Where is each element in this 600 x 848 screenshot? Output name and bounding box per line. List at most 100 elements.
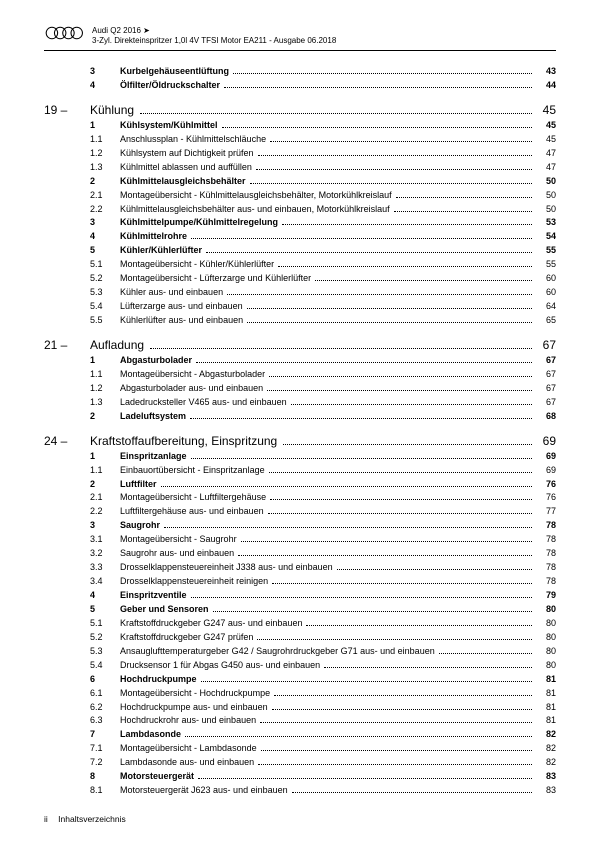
header-line2: 3-Zyl. Direkteinspritzer 1,0l 4V TFSI Mo… <box>92 36 556 46</box>
dot-leader <box>270 141 532 142</box>
toc-entry: 4Kühlmittelrohre54 <box>44 230 556 244</box>
entry-title: Einbauortübersicht - Einspritzanlage <box>120 464 265 478</box>
audi-rings-icon <box>44 26 84 40</box>
dot-leader <box>257 639 532 640</box>
dot-leader <box>247 308 532 309</box>
dot-leader <box>227 294 532 295</box>
dot-leader <box>250 183 532 184</box>
toc-entry: 1.1Einbauortübersicht - Einspritzanlage6… <box>44 464 556 478</box>
entry-title: Hochdruckpumpe <box>120 673 197 687</box>
entry-number: 1.2 <box>90 147 120 161</box>
section-title: Aufladung <box>90 338 144 352</box>
dot-leader <box>272 709 532 710</box>
entry-page: 81 <box>534 687 556 701</box>
toc-entry: 1.3Kühlmittel ablassen und auffüllen 47 <box>44 161 556 175</box>
toc-entry: 3Saugrohr78 <box>44 519 556 533</box>
entry-number: 1.3 <box>90 396 120 410</box>
entry-title: Kühlerlüfter aus- und einbauen <box>120 314 243 328</box>
entry-title: Saugrohr <box>120 519 160 533</box>
entry-number: 3 <box>90 216 120 230</box>
toc-entry: 3.2Saugrohr aus- und einbauen78 <box>44 547 556 561</box>
entry-number: 6 <box>90 673 120 687</box>
entry-title: Montageübersicht - Saugrohr <box>120 533 237 547</box>
toc-entry: 5.4Lüfterzarge aus- und einbauen64 <box>44 300 556 314</box>
entry-title: Ladedrucksteller V465 aus- und einbauen <box>120 396 287 410</box>
entry-title: Kühlmittelrohre <box>120 230 187 244</box>
entry-title: Ladeluftsystem <box>120 410 186 424</box>
dot-leader <box>213 611 532 612</box>
entry-number: 1.3 <box>90 161 120 175</box>
page-number: ii <box>44 814 48 824</box>
entry-title: Kühler/Kühlerlüfter <box>120 244 202 258</box>
entry-title: Lüfterzarge aus- und einbauen <box>120 300 243 314</box>
entry-number: 5 <box>90 603 120 617</box>
dot-leader <box>258 764 532 765</box>
entry-number: 6.2 <box>90 701 120 715</box>
dot-leader <box>292 792 532 793</box>
entry-page: 80 <box>534 617 556 631</box>
entry-page: 53 <box>534 216 556 230</box>
entry-page: 47 <box>534 161 556 175</box>
toc-entry: 2.1Montageübersicht - Kühlmittelausgleic… <box>44 189 556 203</box>
entry-number: 3.1 <box>90 533 120 547</box>
toc-entry: 7.2Lambdasonde aus- und einbauen82 <box>44 756 556 770</box>
entry-number: 5.2 <box>90 631 120 645</box>
entry-title: Einspritzventile <box>120 589 187 603</box>
entry-number: 6.3 <box>90 714 120 728</box>
dot-leader <box>140 113 532 114</box>
entry-title: Einspritzanlage <box>120 450 187 464</box>
entry-number: 4 <box>90 230 120 244</box>
entry-page: 77 <box>534 505 556 519</box>
dot-leader <box>268 513 532 514</box>
entry-page: 78 <box>534 519 556 533</box>
entry-title: Kühler aus- und einbauen <box>120 286 223 300</box>
entry-title: Motorsteuergerät <box>120 770 194 784</box>
toc-entry: 5.5Kühlerlüfter aus- und einbauen65 <box>44 314 556 328</box>
entry-title: Motorsteuergerät J623 aus- und einbauen <box>120 784 288 798</box>
entry-title: Montageübersicht - Kühlmittelausgleichsb… <box>120 189 392 203</box>
entry-number: 1.1 <box>90 368 120 382</box>
dot-leader <box>247 322 532 323</box>
toc-entry: 7Lambdasonde82 <box>44 728 556 742</box>
entry-title: Abgasturbolader <box>120 354 192 368</box>
entry-number: 1.1 <box>90 133 120 147</box>
entry-title: Kühlmittelausgleichsbehälter aus- und ei… <box>120 203 390 217</box>
dot-leader <box>315 280 532 281</box>
dot-leader <box>270 499 532 500</box>
toc-entry: 6.1Montageübersicht - Hochdruckpumpe81 <box>44 687 556 701</box>
entry-page: 78 <box>534 575 556 589</box>
entry-page: 50 <box>534 189 556 203</box>
section-heading: 19 –Kühlung45 <box>44 103 556 117</box>
entry-page: 83 <box>534 784 556 798</box>
toc-entry: 5Kühler/Kühlerlüfter55 <box>44 244 556 258</box>
entry-title: Kurbelgehäuseentlüftung <box>120 65 229 79</box>
page-header: Audi Q2 2016 ➤ 3-Zyl. Direkteinspritzer … <box>44 26 556 51</box>
entry-page: 64 <box>534 300 556 314</box>
toc-entry: 1.3Ladedrucksteller V465 aus- und einbau… <box>44 396 556 410</box>
entry-number: 3.4 <box>90 575 120 589</box>
dot-leader <box>196 362 532 363</box>
dot-leader <box>394 211 532 212</box>
dot-leader <box>283 444 532 445</box>
entry-number: 5.2 <box>90 272 120 286</box>
entry-number: 1.1 <box>90 464 120 478</box>
toc-entry: 1Kühlsystem/Kühlmittel45 <box>44 119 556 133</box>
dot-leader <box>269 472 532 473</box>
dot-leader <box>224 87 532 88</box>
toc-entry: 3.3Drosselklappensteuereinheit J338 aus-… <box>44 561 556 575</box>
entry-page: 47 <box>534 147 556 161</box>
entry-title: Kühlmittel ablassen und auffüllen <box>120 161 252 175</box>
toc-entry: 2Ladeluftsystem68 <box>44 410 556 424</box>
dot-leader <box>201 681 532 682</box>
entry-number: 8 <box>90 770 120 784</box>
entry-number: 2 <box>90 175 120 189</box>
entry-title: Kraftstoffdruckgeber G247 aus- und einba… <box>120 617 302 631</box>
toc-section: 19 –Kühlung45 1Kühlsystem/Kühlmittel451.1… <box>44 103 556 328</box>
entry-number: 5.3 <box>90 645 120 659</box>
entry-page: 80 <box>534 645 556 659</box>
toc-entry: 2.1Montageübersicht - Luftfiltergehäuse7… <box>44 491 556 505</box>
toc-entry: 2Luftfilter76 <box>44 478 556 492</box>
header-line1: Audi Q2 2016 ➤ <box>92 26 556 36</box>
entry-title: Anschlussplan - Kühlmittelschläuche <box>120 133 266 147</box>
toc-entry: 5.1Kraftstoffdruckgeber G247 aus- und ei… <box>44 617 556 631</box>
